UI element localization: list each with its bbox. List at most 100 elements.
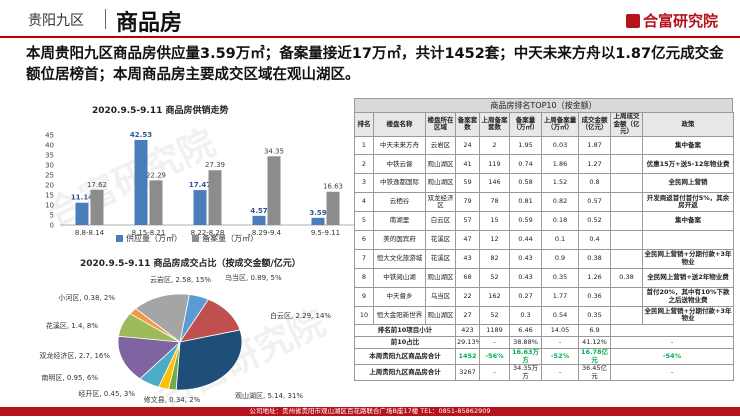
table-row: 6 美的国宾府 花溪区 47 12 0.44 0.1 0.4 [354,229,734,250]
data-label: 34.35 [264,147,284,155]
table-cell: 146 [479,173,510,194]
table-row: 5 南湖里 白云区 57 15 0.59 0.18 0.52 集中备案 [354,211,734,231]
data-label: 17.62 [87,181,107,189]
pie-chart: 乌当区, 0.89, 5% 白云区, 2.29, 14% 观山湖区, 5.14, 3… [39,273,331,404]
table-cell: 6 [354,229,374,250]
table-cell: 乌当区 [425,286,456,307]
summary-cell: - [610,336,734,350]
table-cell [610,305,643,326]
brand-name: 合富研究院 [642,12,718,30]
summary-cell: 29.13% [455,336,480,350]
table-cell: 0.38 [578,248,611,269]
table-cell [610,135,643,156]
header-rank: 排名 [354,112,374,137]
summary-cell: 3267 [455,364,480,382]
table-cell: 0.52 [578,211,611,231]
bar-record [90,189,104,225]
summary-cell: 36.45亿元 [578,364,611,382]
table-cell: 0.35 [578,305,611,326]
table-row: 3 中铁逸都国际 观山湖区 59 146 0.58 1.52 0.8 全民网上营销 [354,173,734,194]
table-cell: 24 [455,135,480,156]
table-cell [610,248,643,269]
table-cell: 0.8 [578,173,611,194]
table-cell: 1.86 [541,154,579,175]
data-label: 27.39 [205,161,225,169]
table-cell: 1.87 [578,135,611,156]
table-cell: 首付20%，其中有10%下款之后送物业费 [642,286,734,307]
table-cell: 0.57 [578,192,611,213]
table-cell: 162 [479,286,510,307]
summary-cell: - [541,364,579,382]
y-tick-label: 5 [50,212,54,220]
table-cell: 0.82 [541,192,579,213]
bar-supply [193,190,207,225]
header-divider [105,9,106,29]
table-cell: 0.58 [509,173,542,194]
x-tick-label: 8.8-8.14 [75,229,105,237]
y-tick-label: 25 [45,172,54,180]
table-cell: 花溪区 [425,248,456,269]
table-cell: 观山湖区 [425,154,456,175]
section-label: 贵阳九区 [28,13,84,29]
pie-label: 云岩区, 2.58, 15% [150,275,211,284]
table-cell: 白云区 [425,211,456,231]
legend-supply: 供应量（万㎡） [126,234,182,243]
table-cell [610,229,643,250]
table-cell: 43 [455,248,480,269]
table-cell: 全民网上营销+分期付款+3年物业 [642,248,734,269]
x-tick-label: 8.29-9.4 [252,229,282,237]
summary-cell: 1452 [455,348,480,366]
table-cell: 79 [455,192,480,213]
table-cell: 云岩区 [425,135,456,156]
table-cell: 3 [354,173,374,194]
header-project: 楼盘名称 [373,112,426,137]
table-cell: 0.44 [509,229,542,250]
summary-cell: 上周贵阳九区商品房合计 [354,364,456,382]
bar-record [326,191,340,225]
table-cell: 15 [479,211,510,231]
y-tick-label: 10 [45,202,54,210]
summary-cell: -54% [610,348,734,366]
x-tick-label: 9.5-9.11 [311,229,340,237]
bar-chart: 0 5 10 15 20 25 30 35 40 45 11.14 17.62 8.8-8.14 42.5… [45,131,355,237]
summary-cell: 41.12% [578,336,611,350]
pie-label: 南明区, 0.95, 6% [41,373,98,382]
table-cell: 中铁阅山湖 [373,267,426,288]
pie-label: 双龙经济区, 2.7, 16% [39,351,110,360]
table-row: 9 中天督乡 乌当区 22 162 0.27 1.77 0.36 首付20%，其中有10%下款之… [354,286,734,307]
table-cell: 开发商返首付首付5%，其余房开返 [642,192,734,213]
header-policy: 政策 [642,112,734,137]
bar-supply [134,139,148,225]
table-cell: 41 [455,154,480,175]
header: 贵阳九区 商品房 合富研究院 [0,0,740,38]
legend-swatch-supply [116,235,123,242]
table-cell: 0.9 [541,248,579,269]
table-row: 7 恒大文化旅游城 花溪区 43 82 0.43 0.9 0.38 全民网上营销+分期付款+3年… [354,248,734,269]
y-tick-label: 20 [45,182,54,190]
header-last-units: 上周备案套数 [479,112,510,137]
y-tick-label: 40 [45,142,54,150]
table-cell: 78 [479,192,510,213]
table-cell: 1.26 [578,267,611,288]
summary-cell: 排名前10项目小计 [354,324,456,338]
table-cell: 双龙经济区 [425,192,456,213]
table-cell: 南湖里 [373,211,426,231]
summary-row: 上周贵阳九区商品房合计 3267-34.35万方 -36.45亿元 - [354,364,734,382]
table-row: 8 中铁阅山湖 观山湖区 68 52 0.43 0.35 1.26 0.38 全民网上营销+送2年… [354,267,734,288]
table-cell: 观山湖区 [425,173,456,194]
table-cell: 0.27 [509,286,542,307]
header-area: 楼盘所在区域 [425,112,456,137]
table-row: 4 云栖谷 双龙经济区 79 78 0.81 0.82 0.57 开发商返首付首付5%，其余房开… [354,192,734,213]
table-cell: 0.43 [509,248,542,269]
table-row: 2 中铁云督 观山湖区 41 119 0.74 1.86 1.27 优惠15万+送5-12年物业… [354,154,734,175]
y-tick-label: 35 [45,152,54,160]
data-label: 22.29 [146,171,166,179]
table-cell: 0.36 [578,286,611,307]
table-cell: 1.95 [509,135,542,156]
table-cell: 57 [455,211,480,231]
pie-label: 经开区, 0.45, 3% [78,389,135,398]
table-row: 10 恒大金阳新世界 观山湖区 27 52 0.3 0.54 0.35 全民网上营销+分期付款+… [354,305,734,326]
table-cell: 1.77 [541,286,579,307]
table-cell: 0.59 [509,211,542,231]
ranking-table-panel: 商品房排名TOP10（按金额） 排名 楼盘名称 楼盘所在区域 备案套数 上周备案… [354,98,734,409]
